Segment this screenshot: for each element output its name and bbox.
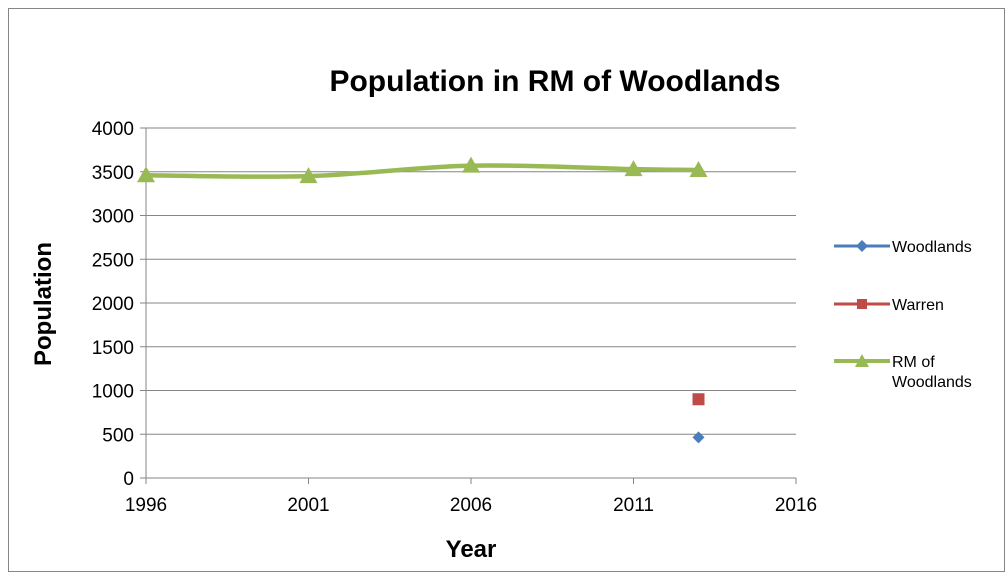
y-tick-label-4000: 4000 [92,119,134,140]
y-tick-label-3000: 3000 [92,207,134,228]
data-point-rm-of-woodlands-1996 [137,166,155,183]
x-tick-label-2016: 2016 [775,495,817,516]
legend-marker-rm-of-woodlands [855,354,869,367]
x-tick-label-2001: 2001 [287,495,329,516]
axes [140,127,797,484]
data-point-rm-of-woodlands-2011 [624,160,643,177]
data-point-rm-of-woodlands-2006 [462,156,480,173]
data-point-rm-of-woodlands-2013 [689,161,708,177]
x-tick-labels: 1996 2001 2006 2011 2016 [125,495,817,516]
y-axis-title: Population [30,242,57,366]
legend-marker-warren [857,299,867,309]
y-tick-label-1500: 1500 [92,338,134,359]
data-point-warren-2013 [692,393,705,406]
legend-label-woodlands: Woodlands [892,239,972,256]
data-point-woodlands-2013 [692,431,705,444]
legend-label-rm-of-woodlands-line1: RM of [892,354,935,371]
x-tick-label-1996: 1996 [125,495,167,516]
legend-marker-woodlands [856,240,868,252]
y-tick-labels: 0 500 1000 1500 2000 2500 3000 3500 4000 [92,119,134,490]
y-tick-label-500: 500 [102,425,134,446]
legend-label-rm-of-woodlands-line2: Woodlands [892,374,972,391]
y-tick-label-2000: 2000 [92,294,134,315]
series-layer [137,156,708,444]
x-tick-label-2006: 2006 [450,495,492,516]
legend-item-rm-of-woodlands: RM of Woodlands [834,354,972,391]
legend: Woodlands Warren RM of Woodlands [834,239,972,391]
y-tick-label-2500: 2500 [92,250,134,271]
data-point-rm-of-woodlands-2001 [299,167,318,184]
y-tick-label-0: 0 [123,469,134,490]
y-tick-label-3500: 3500 [92,163,134,184]
legend-label-warren: Warren [892,297,944,314]
series-line-rm-of-woodlands [145,163,699,179]
legend-item-woodlands: Woodlands [834,239,972,256]
y-tick-label-1000: 1000 [92,382,134,403]
x-axis-title: Year [446,536,497,563]
chart-title: Population in RM of Woodlands [329,65,780,98]
x-tick-label-2011: 2011 [613,495,654,516]
legend-item-warren: Warren [834,297,944,314]
